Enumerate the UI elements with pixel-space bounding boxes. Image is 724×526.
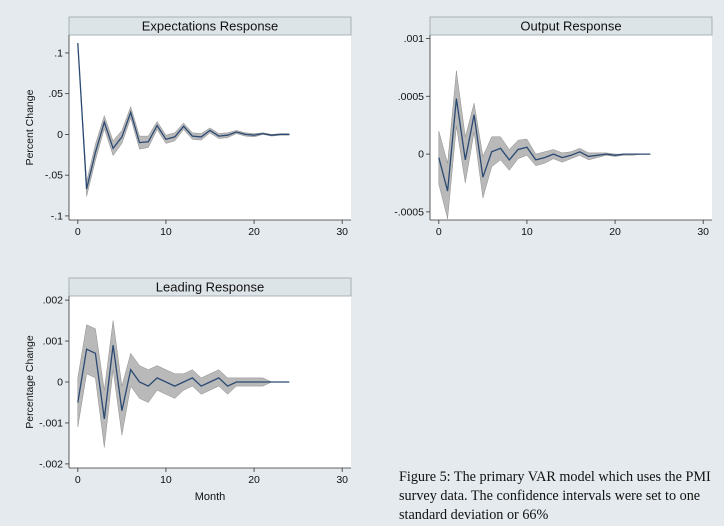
x-tick-label: 20	[248, 226, 260, 238]
x-tick-label: 0	[436, 226, 442, 238]
chart-title: Leading Response	[156, 280, 264, 295]
y-tick-label: .0005	[398, 91, 424, 103]
y-axis-label: Percent Change	[24, 89, 36, 165]
y-tick-label: -.001	[39, 417, 63, 429]
chart-title-bar	[68, 277, 352, 297]
chart-panel-1: Expectations Response .1 .05 0 -.05 -.1 0 10 20 3…	[24, 16, 352, 238]
x-tick-label: 30	[336, 474, 348, 486]
y-tick-label: .1	[54, 47, 63, 59]
chart-panel-3: Leading Response .002 .001 0 -.001 -.002 0 10 20…	[24, 277, 352, 503]
chart-title-bar	[68, 16, 352, 36]
y-tick-label: .002	[43, 295, 64, 307]
x-tick-label: 10	[160, 474, 172, 486]
y-tick-label: 0	[57, 129, 63, 141]
figure-caption: Figure 5: The primary VAR model which us…	[399, 469, 711, 523]
x-tick-label: 10	[521, 226, 533, 238]
y-tick-label: -.0005	[394, 206, 424, 218]
x-axis-label: Month	[195, 491, 226, 503]
x-tick-label: 0	[75, 474, 81, 486]
x-tick-label: 20	[248, 474, 260, 486]
plot-area	[69, 35, 351, 220]
response-line	[77, 43, 290, 190]
chart-title: Expectations Response	[142, 19, 279, 34]
y-tick-label: .001	[404, 33, 425, 45]
y-tick-label: .001	[43, 336, 64, 348]
y-tick-label: .05	[48, 88, 63, 100]
y-tick-label: -.002	[39, 458, 63, 470]
y-tick-label: -.1	[51, 210, 63, 222]
chart-title: Output Response	[520, 19, 621, 34]
response-line	[438, 98, 651, 192]
y-tick-label: -.05	[45, 170, 63, 182]
y-tick-label: 0	[418, 149, 424, 161]
y-tick-label: 0	[57, 377, 63, 389]
response-line	[77, 345, 290, 419]
chart-panel-2: Output Response .001 .0005 0 -.0005 0 10 20 30	[394, 16, 713, 238]
chart-title-bar	[429, 16, 713, 36]
y-axis-label: Percentage Change	[24, 335, 36, 429]
x-tick-label: 10	[160, 226, 172, 238]
x-tick-label: 0	[75, 226, 81, 238]
x-tick-label: 30	[697, 226, 709, 238]
x-tick-label: 20	[609, 226, 621, 238]
x-tick-label: 30	[336, 226, 348, 238]
